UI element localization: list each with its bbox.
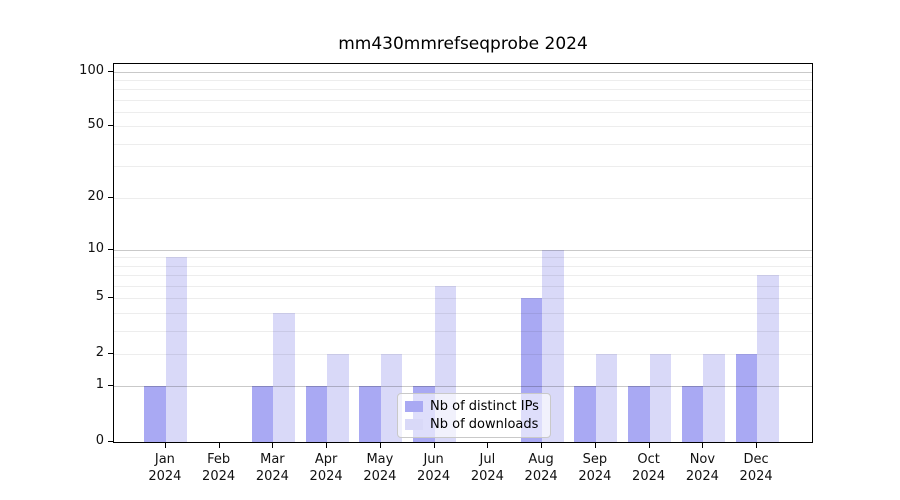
bar-nb-of-distinct-ips-sep — [574, 386, 596, 442]
x-tick-mark-nov — [702, 443, 704, 448]
bar-groups — [114, 64, 812, 442]
bar-nb-of-distinct-ips-dec — [735, 353, 758, 442]
bar-nb-of-distinct-ips-jan — [144, 386, 166, 442]
bar-nb-of-downloads-sep — [595, 353, 618, 442]
x-tick-label-jan: Jan 2024 — [148, 452, 182, 484]
y-tick-label-1: 1 — [95, 377, 104, 393]
y-tick-mark-10 — [108, 248, 113, 250]
y-tick-mark-5 — [108, 297, 113, 299]
bar-group-apr — [300, 64, 354, 442]
y-tick-mark-0 — [108, 441, 113, 442]
x-tick-label-apr: Apr 2024 — [309, 452, 343, 484]
bar-nb-of-distinct-ips-mar — [251, 386, 274, 442]
bar-group-aug — [515, 64, 569, 442]
y-tick-label-100: 100 — [79, 62, 104, 78]
y-tick-mark-2 — [108, 352, 113, 354]
legend: Nb of distinct IPs Nb of downloads — [397, 393, 551, 438]
y-tick-label-0: 0 — [95, 433, 104, 448]
y-tick-label-2: 2 — [95, 344, 104, 360]
x-tick-mark-jul — [487, 443, 489, 448]
y-tick-label-10: 10 — [87, 240, 104, 256]
bar-nb-of-distinct-ips-apr — [305, 386, 328, 442]
plot-area: Nb of distinct IPs Nb of downloads — [113, 63, 813, 443]
legend-swatch-distinct-ips — [405, 401, 423, 412]
bar-group-dec — [730, 64, 784, 442]
y-tick-label-20: 20 — [87, 188, 104, 204]
x-tick-mark-jan — [164, 443, 166, 448]
bar-nb-of-distinct-ips-oct — [628, 386, 650, 442]
x-tick-label-aug: Aug 2024 — [524, 452, 558, 484]
x-tick-label-may: May 2024 — [363, 452, 397, 484]
bar-nb-of-downloads-apr — [327, 353, 349, 442]
y-tick-label-5: 5 — [95, 289, 104, 305]
x-tick-label-nov: Nov 2024 — [685, 452, 719, 484]
y-tick-mark-50 — [108, 125, 113, 127]
x-tick-mark-apr — [326, 443, 328, 448]
bar-group-jun — [408, 64, 462, 442]
bar-nb-of-distinct-ips-may — [359, 386, 381, 442]
bar-nb-of-distinct-ips-nov — [681, 386, 704, 442]
x-tick-mark-sep — [594, 443, 596, 448]
legend-entry-downloads: Nb of downloads — [405, 417, 539, 432]
x-tick-label-jun: Jun 2024 — [417, 452, 451, 484]
x-tick-mark-jun — [433, 443, 435, 448]
x-tick-label-dec: Dec 2024 — [739, 452, 773, 484]
legend-entry-distinct-ips: Nb of distinct IPs — [405, 399, 539, 414]
y-tick-mark-100 — [108, 70, 113, 72]
bar-nb-of-downloads-mar — [273, 312, 295, 442]
bar-nb-of-downloads-dec — [757, 275, 779, 442]
legend-label-distinct-ips: Nb of distinct IPs — [430, 399, 539, 414]
bar-nb-of-downloads-jan — [165, 257, 188, 442]
chart-title: mm430mmrefseqprobe 2024 — [338, 34, 588, 54]
y-tick-mark-20 — [108, 196, 113, 198]
bar-group-mar — [247, 64, 301, 442]
bar-group-oct — [623, 64, 677, 442]
bar-nb-of-downloads-nov — [703, 353, 725, 442]
bar-nb-of-downloads-oct — [649, 353, 672, 442]
x-tick-label-oct: Oct 2024 — [632, 452, 666, 484]
y-tick-label-50: 50 — [87, 117, 104, 133]
x-tick-mark-mar — [272, 443, 274, 448]
bar-group-sep — [569, 64, 623, 442]
x-tick-label-sep: Sep 2024 — [578, 452, 612, 484]
x-tick-mark-feb — [218, 443, 220, 448]
bar-group-nov — [677, 64, 731, 442]
bar-group-feb — [193, 64, 247, 442]
x-tick-mark-may — [379, 443, 381, 448]
x-tick-label-jul: Jul 2024 — [470, 452, 504, 484]
bar-group-jan — [139, 64, 193, 442]
legend-swatch-downloads — [405, 419, 423, 430]
legend-label-downloads: Nb of downloads — [430, 417, 539, 432]
bar-group-may — [354, 64, 408, 442]
x-tick-mark-dec — [756, 443, 758, 448]
bar-group-jul — [462, 64, 516, 442]
x-tick-label-feb: Feb 2024 — [202, 452, 236, 484]
x-tick-mark-aug — [541, 443, 543, 448]
y-tick-mark-1 — [108, 385, 113, 387]
x-tick-label-mar: Mar 2024 — [255, 452, 289, 484]
x-tick-mark-oct — [648, 443, 650, 448]
